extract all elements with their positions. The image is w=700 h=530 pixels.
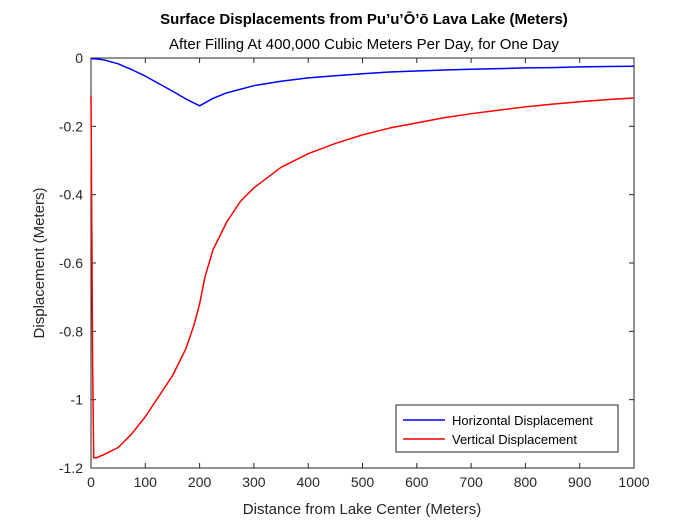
series-lines	[90, 57, 635, 459]
y-axis-label: Displacement (Meters)	[31, 188, 48, 339]
x-tick-label: 700	[459, 474, 483, 490]
x-axis-label: Distance from Lake Center (Meters)	[243, 501, 481, 518]
chart-title: Surface Displacements from Pu’u’Ō’ō Lava…	[160, 11, 568, 28]
x-tick-label: 900	[568, 474, 592, 490]
x-tick-label: 100	[134, 474, 158, 490]
x-tick-label: 200	[188, 474, 212, 490]
y-tick-label: -0.2	[59, 118, 83, 134]
x-tick-label: 500	[351, 474, 375, 490]
x-tick-label: 600	[405, 474, 429, 490]
legend: Horizontal Displacement Vertical Displac…	[395, 404, 619, 453]
x-tick-label: 400	[297, 474, 321, 490]
x-tick-label: 0	[87, 474, 95, 490]
series-line-vertical-displacement	[90, 95, 635, 459]
y-axis-ticks: -1.2 -1 -0.8 -0.6 -0.4 -0.2 0	[59, 50, 634, 476]
x-tick-label: 1000	[618, 474, 649, 490]
x-axis-ticks: 0 100 200 300 400 500 600 700 800 900 1000	[87, 58, 650, 490]
y-tick-label: 0	[75, 50, 83, 66]
y-tick-label: -0.6	[59, 255, 83, 271]
x-tick-label: 800	[514, 474, 538, 490]
plot-area	[90, 57, 635, 469]
legend-label-horizontal: Horizontal Displacement	[452, 413, 593, 428]
y-tick-label: -1	[71, 392, 84, 408]
y-tick-label: -1.2	[59, 460, 83, 476]
chart-subtitle: After Filling At 400,000 Cubic Meters Pe…	[169, 36, 559, 53]
x-tick-label: 300	[242, 474, 266, 490]
legend-box	[395, 404, 619, 453]
y-tick-label: -0.4	[59, 187, 83, 203]
series-line-horizontal-displacement	[90, 57, 635, 107]
y-tick-label: -0.8	[59, 323, 83, 339]
legend-label-vertical: Vertical Displacement	[452, 432, 577, 447]
